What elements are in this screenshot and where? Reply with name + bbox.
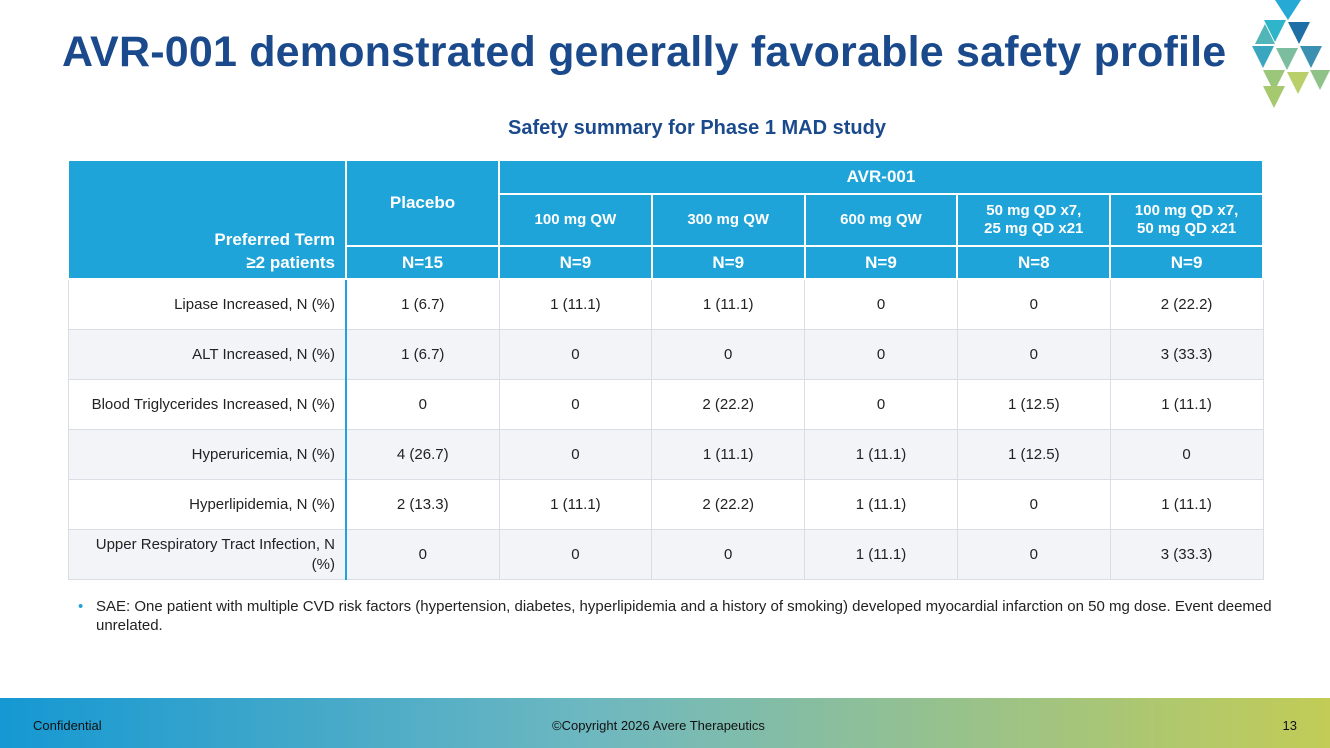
table-cell: 1 (6.7) [345, 329, 500, 380]
table-cell: 0 [804, 329, 958, 380]
row-label: Lipase Increased, N (%) [67, 278, 347, 330]
group-header: AVR-001 [498, 159, 1264, 195]
corner-header: Preferred Term ≥2 patients [67, 159, 347, 280]
dose-header: 300 mg QW [650, 193, 806, 247]
table-cell: 0 [345, 379, 500, 430]
table-row: Lipase Increased, N (%) 1 (6.7) 1 (11.1) 1 … [67, 278, 1264, 330]
table-cell: 0 [804, 278, 958, 330]
n-header: N=9 [498, 245, 653, 280]
table-cell: 1 (11.1) [651, 278, 806, 330]
table-cell: 1 (11.1) [498, 278, 653, 330]
table-cell: 0 [498, 329, 653, 380]
dose-header: 100 mg QW [498, 193, 653, 247]
row-label: Upper Respiratory Tract Infection, N (%) [67, 529, 347, 580]
table-caption: Safety summary for Phase 1 MAD study [508, 117, 886, 139]
table-cell: 0 [956, 278, 1111, 330]
table-cell: 3 (33.3) [1109, 529, 1264, 580]
header-line: 25 mg QD x21 [984, 220, 1084, 237]
dose-header: 600 mg QW [803, 193, 959, 247]
table-cell: 0 [804, 379, 958, 430]
header-line: Preferred Term [214, 230, 335, 249]
table-cell: 0 [498, 529, 653, 580]
placebo-header: Placebo [345, 159, 500, 247]
table-cell: 2 (13.3) [345, 479, 500, 530]
table-cell: 0 [498, 379, 653, 430]
table-cell: 1 (11.1) [498, 479, 653, 530]
table-cell: 0 [1109, 429, 1264, 480]
table-cell: 2 (22.2) [1109, 278, 1264, 330]
n-header: N=9 [650, 245, 806, 280]
row-label: Hyperuricemia, N (%) [67, 429, 347, 480]
n-header: N=9 [803, 245, 959, 280]
row-label: Hyperlipidemia, N (%) [67, 479, 347, 530]
table-cell: 1 (11.1) [1109, 479, 1264, 530]
table-cell: 0 [956, 529, 1111, 580]
table-cell: 2 (22.2) [651, 379, 806, 430]
table-cell: 1 (11.1) [804, 429, 958, 480]
confidential: Confidential [33, 718, 102, 733]
table-cell: 0 [651, 329, 806, 380]
table-row: Blood Triglycerides Increased, N (%) 0 0 2 … [67, 379, 1264, 430]
row-label: ALT Increased, N (%) [67, 329, 347, 380]
footnote: SAE: One patient with multiple CVD risk … [78, 597, 1276, 635]
table-cell: 0 [956, 329, 1111, 380]
header-line: 50 mg QD x21 [1136, 220, 1237, 237]
table-row: Upper Respiratory Tract Infection, N (%)… [67, 529, 1264, 580]
header-line: 600 mg QW [840, 211, 922, 228]
table-cell: 4 (26.7) [345, 429, 500, 480]
table-cell: 0 [956, 479, 1111, 530]
header-line: 100 mg QD x7, [1134, 202, 1239, 219]
page-number: 13 [1282, 718, 1297, 733]
table-cell: 1 (11.1) [1109, 379, 1264, 430]
safety-table: Preferred Term ≥2 patients Placebo AVR-001 1… [67, 159, 1264, 580]
n-row: N=15 N=9 N=9 N=9 N=8 N=9 [68, 245, 1264, 280]
table-row: Hyperlipidemia, N (%) 2 (13.3) 1 (11.1) 2 (… [67, 479, 1264, 530]
table-cell: 1 (12.5) [956, 429, 1111, 480]
header-line: 50 mg QD x7, [986, 202, 1082, 219]
table-row: ALT Increased, N (%) 1 (6.7) 0 0 0 0 3 (33.3) [67, 329, 1264, 380]
logo [1252, 0, 1330, 108]
dose-header: 50 mg QD x7, 25 mg QD x21 [956, 193, 1112, 247]
table-cell: 2 (22.2) [651, 479, 806, 530]
header-line: 100 mg QW [534, 211, 617, 228]
table-cell: 1 (12.5) [956, 379, 1111, 430]
n-header: N=8 [956, 245, 1112, 280]
header-row: 100 mg QW 300 mg QW 600 mg QW 50 mg QD x7, 2… [68, 193, 1264, 247]
table-cell: 1 (6.7) [345, 278, 500, 330]
table-cell: 1 (11.1) [804, 479, 958, 530]
table-cell: 0 [345, 529, 500, 580]
header-row: Preferred Term ≥2 patients Placebo AVR-001 [67, 159, 1264, 280]
row-label: Blood Triglycerides Increased, N (%) [67, 379, 347, 430]
table-cell: 1 (11.1) [804, 529, 958, 580]
footer: Confidential ©Copyright 2026 Avere Thera… [0, 698, 1330, 748]
table-cell: 1 (11.1) [651, 429, 806, 480]
table-row: Hyperuricemia, N (%) 4 (26.7) 0 1 (11.1) 1 (… [67, 429, 1264, 480]
table-cell: 0 [498, 429, 653, 480]
n-header: N=15 [345, 245, 500, 280]
title: AVR-001 demonstrated generally favorable… [62, 28, 1227, 76]
dose-header: 100 mg QD x7, 50 mg QD x21 [1109, 193, 1264, 247]
n-header: N=9 [1109, 245, 1264, 280]
header-line: ≥2 patients [246, 253, 335, 272]
header-line: 300 mg QW [687, 211, 770, 228]
table-cell: 3 (33.3) [1109, 329, 1264, 380]
table-cell: 0 [651, 529, 806, 580]
copyright: ©Copyright 2026 Avere Therapeutics [552, 718, 765, 733]
